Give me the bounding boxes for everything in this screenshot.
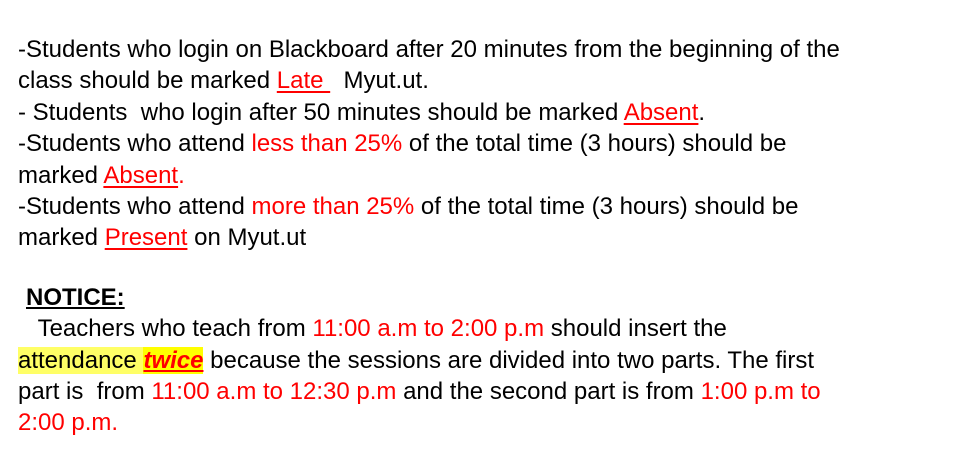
- rule-absent-suffix: .: [698, 98, 706, 126]
- notice-heading: NOTICE:: [26, 283, 125, 311]
- rule-less-than-25: -Students who attend less than 25% of th…: [18, 128, 948, 191]
- rule-more-line-2: marked Present on Myut.ut: [18, 222, 948, 253]
- notice-l1-prefix: Teachers who teach from: [18, 315, 313, 343]
- rule-more-trailer: on Myut.ut: [187, 224, 307, 252]
- rule-late-line-2: class should be marked Late Myut.ut.: [18, 65, 948, 96]
- notice-section: NOTICE: Teachers who teach from 11:00 a.…: [18, 282, 948, 439]
- rule-less-line-1: -Students who attend less than 25% of th…: [18, 128, 948, 159]
- session-part-2-time-end: 2:00 p.m.: [18, 409, 119, 437]
- rule-absent-prefix: - Students who login after 50 minutes sh…: [18, 98, 624, 126]
- rule-less-period: .: [178, 161, 185, 189]
- rule-more-marked: marked: [18, 224, 105, 252]
- absent-status: Absent: [623, 98, 699, 126]
- rule-less-suffix: of the total time (3 hours) should be: [402, 130, 787, 158]
- rule-less-line-2: marked Absent.: [18, 160, 948, 191]
- notice-line-4: 2:00 p.m.: [18, 407, 948, 438]
- more-than-threshold: more than 25%: [251, 193, 415, 221]
- session-part-1-time: 11:00 a.m to 12:30 p.m: [151, 378, 397, 406]
- rule-absent-line: - Students who login after 50 minutes sh…: [18, 97, 948, 128]
- session-time-full: 11:00 a.m to 2:00 p.m: [312, 315, 545, 343]
- rule-absent-login: - Students who login after 50 minutes sh…: [18, 97, 948, 128]
- rule-more-prefix: -Students who attend: [18, 193, 252, 221]
- section-spacer: [18, 254, 948, 282]
- present-status: Present: [104, 224, 188, 252]
- rule-late-line-1: -Students who login on Blackboard after …: [18, 36, 840, 63]
- notice-l2-suffix: because the sessions are divided into tw…: [203, 346, 815, 374]
- rule-more-than-25: -Students who attend more than 25% of th…: [18, 191, 948, 254]
- rule-late-login: -Students who login on Blackboard after …: [18, 34, 948, 97]
- notice-l1-suffix: should insert the: [544, 315, 727, 343]
- rule-less-marked: marked: [18, 161, 104, 189]
- twice-emphasis: twice: [143, 346, 204, 374]
- session-part-2-time-start: 1:00 p.m to: [700, 378, 821, 406]
- attendance-highlight: attendance: [18, 346, 137, 374]
- notice-line-2: attendance twice because the sessions ar…: [18, 345, 948, 376]
- notice-line-3: part is from 11:00 a.m to 12:30 p.m and …: [18, 376, 948, 407]
- notice-l3-mid: and the second part is from: [396, 378, 701, 406]
- late-status: Late: [276, 67, 331, 95]
- rule-late-prefix: class should be marked: [18, 67, 277, 95]
- notice-l3-prefix: part is from: [18, 378, 152, 406]
- rule-more-line-1: -Students who attend more than 25% of th…: [18, 191, 948, 222]
- absent-status-2: Absent: [103, 161, 179, 189]
- attendance-document: -Students who login on Blackboard after …: [18, 34, 948, 439]
- rule-more-suffix: of the total time (3 hours) should be: [414, 193, 799, 221]
- less-than-threshold: less than 25%: [251, 130, 403, 158]
- rule-less-prefix: -Students who attend: [18, 130, 252, 158]
- rule-late-suffix: Myut.ut.: [330, 67, 429, 95]
- notice-line-1: Teachers who teach from 11:00 a.m to 2:0…: [18, 313, 948, 344]
